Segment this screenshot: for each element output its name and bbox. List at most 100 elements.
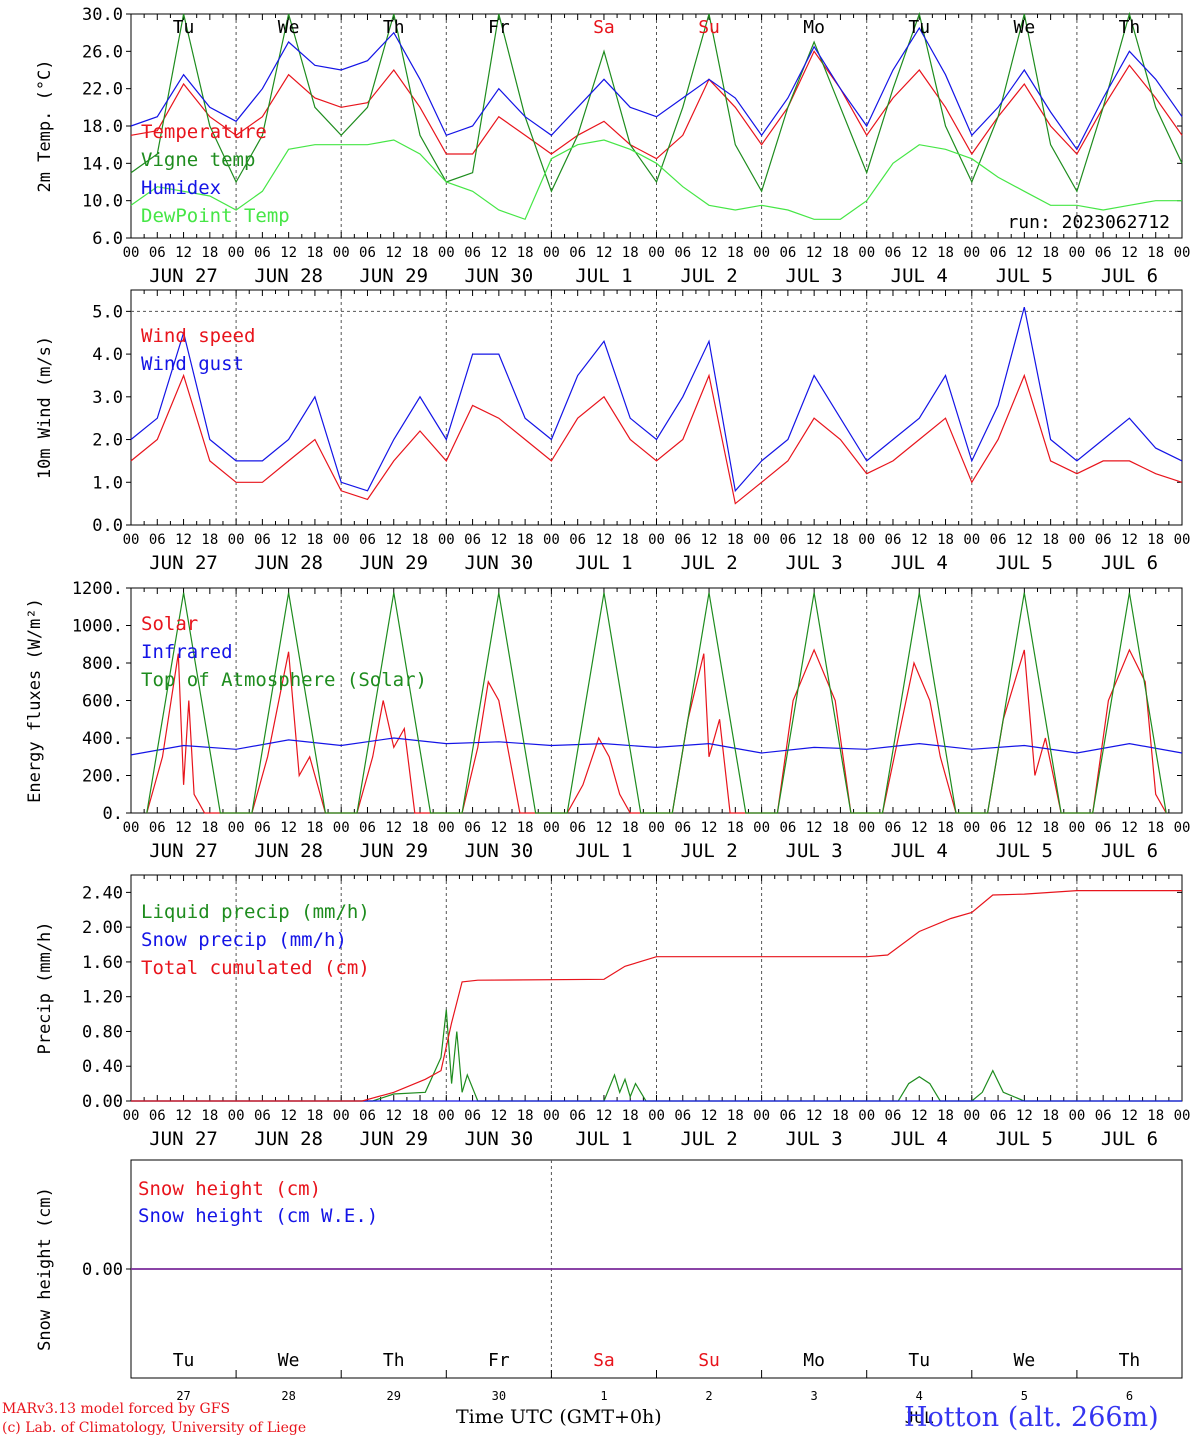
y-tick-label: 0.00 — [82, 1260, 123, 1280]
date-label: JUL 2 — [680, 840, 737, 862]
date-label: JUN 28 — [254, 1128, 323, 1150]
date-label: JUL 6 — [1101, 840, 1158, 862]
hour-tick-label: 00 — [123, 532, 140, 548]
hour-tick-label: 12 — [280, 820, 297, 836]
hour-tick-label: 12 — [1016, 245, 1033, 261]
y-tick-label: 1.0 — [92, 473, 123, 493]
weekday-label: Th — [1119, 17, 1141, 38]
hour-tick-label: 06 — [464, 1108, 481, 1124]
hour-tick-label: 06 — [569, 532, 586, 548]
hour-tick-label: 06 — [990, 245, 1007, 261]
hour-tick-label: 00 — [228, 532, 245, 548]
weekday-label: We — [278, 17, 300, 38]
hour-tick-label: 18 — [201, 1108, 218, 1124]
y-tick-label: 1.60 — [82, 953, 123, 973]
hour-tick-label: 06 — [885, 245, 902, 261]
hour-tick-label: 12 — [490, 1108, 507, 1124]
hour-tick-label: 06 — [990, 1108, 1007, 1124]
hour-tick-label: 00 — [1068, 532, 1085, 548]
credit-line-2: (c) Lab. of Climatology, University of L… — [2, 1420, 307, 1436]
hour-tick-label: 06 — [254, 820, 271, 836]
hour-tick-label: 18 — [517, 1108, 534, 1124]
y-tick-label: 14.0 — [82, 154, 123, 174]
y-tick-label: 18.0 — [82, 117, 123, 137]
hour-tick-label: 00 — [1068, 1108, 1085, 1124]
legend-entry: Snow height (cm) — [138, 1178, 321, 1200]
hour-tick-label: 18 — [832, 532, 849, 548]
hour-tick-label: 06 — [254, 1108, 271, 1124]
date-label: JUN 27 — [149, 552, 218, 574]
hour-tick-label: 00 — [963, 245, 980, 261]
panel-frame-energy — [130, 587, 1183, 814]
hour-tick-label: 18 — [517, 532, 534, 548]
y-tick-label: 0.0 — [92, 516, 123, 536]
legend-entry: Infrared — [141, 641, 233, 663]
hour-tick-label: 06 — [359, 245, 376, 261]
hour-tick-label: 00 — [963, 1108, 980, 1124]
date-label: JUL 1 — [575, 552, 632, 574]
legend-entry: Humidex — [141, 177, 221, 199]
legend-entry: Top of Atmosphere (Solar) — [141, 669, 427, 691]
hour-tick-label: 18 — [1042, 532, 1059, 548]
credit-line-1: MARv3.13 model forced by GFS — [2, 1401, 231, 1417]
hour-tick-label: 00 — [753, 820, 770, 836]
hour-tick-label: 00 — [438, 1108, 455, 1124]
hour-tick-label: 00 — [963, 820, 980, 836]
hour-tick-label: 00 — [858, 1108, 875, 1124]
hour-tick-label: 00 — [438, 245, 455, 261]
y-tick-label: 0. — [103, 804, 123, 824]
hour-tick-label: 00 — [333, 1108, 350, 1124]
hour-tick-label: 06 — [464, 532, 481, 548]
legend-entry: Liquid precip (mm/h) — [141, 901, 370, 923]
run-annotation: run: 2023062712 — [1007, 212, 1170, 233]
hour-tick-label: 06 — [674, 532, 691, 548]
series-line-wind-speed — [130, 373, 1183, 505]
y-axis-title: Energy fluxes (W/m²) — [25, 598, 45, 803]
day-number-label: 27 — [176, 1389, 190, 1403]
date-label: JUL 5 — [996, 1128, 1053, 1150]
hour-tick-label: 06 — [1095, 245, 1112, 261]
month-label: JUL — [905, 1408, 934, 1427]
y-tick-label: 600. — [82, 692, 123, 712]
hour-tick-label: 00 — [1068, 820, 1085, 836]
weekday-label: Su — [698, 1350, 720, 1371]
hour-tick-label: 06 — [569, 820, 586, 836]
weekday-label: Mo — [803, 17, 825, 38]
weekday-label: Mo — [803, 1350, 825, 1371]
hour-tick-label: 12 — [490, 820, 507, 836]
hour-tick-label: 06 — [359, 1108, 376, 1124]
hour-tick-label: 12 — [596, 245, 613, 261]
hour-tick-label: 00 — [543, 245, 560, 261]
hour-tick-label: 06 — [149, 532, 166, 548]
hour-tick-label: 12 — [806, 1108, 823, 1124]
legend-entry: Wind speed — [141, 325, 255, 347]
y-tick-label: 0.80 — [82, 1022, 123, 1042]
day-number-label: 3 — [811, 1389, 818, 1403]
hour-tick-label: 06 — [464, 820, 481, 836]
hour-tick-label: 06 — [1095, 1108, 1112, 1124]
weekday-label: We — [1014, 1350, 1036, 1371]
hour-tick-label: 18 — [517, 820, 534, 836]
weekday-label: Tu — [908, 17, 930, 38]
y-tick-label: 800. — [82, 654, 123, 674]
date-label: JUN 28 — [254, 552, 323, 574]
hour-tick-label: 00 — [438, 820, 455, 836]
hour-tick-label: 12 — [1016, 820, 1033, 836]
day-number-label: 28 — [281, 1389, 295, 1403]
y-axis-title: 10m Wind (m/s) — [35, 336, 55, 479]
hour-tick-label: 12 — [911, 820, 928, 836]
hour-tick-label: 06 — [779, 820, 796, 836]
hour-tick-label: 18 — [727, 245, 744, 261]
date-label: JUL 1 — [575, 840, 632, 862]
y-tick-label: 1000. — [72, 617, 123, 637]
hour-tick-label: 18 — [1042, 820, 1059, 836]
y-tick-label: 0.40 — [82, 1057, 123, 1077]
day-number-label: 1 — [600, 1389, 607, 1403]
date-label: JUL 6 — [1101, 552, 1158, 574]
series-line-humidex — [130, 26, 1183, 151]
y-tick-label: 3.0 — [92, 388, 123, 408]
hour-tick-label: 18 — [727, 532, 744, 548]
hour-tick-label: 06 — [674, 245, 691, 261]
date-label: JUL 2 — [680, 552, 737, 574]
